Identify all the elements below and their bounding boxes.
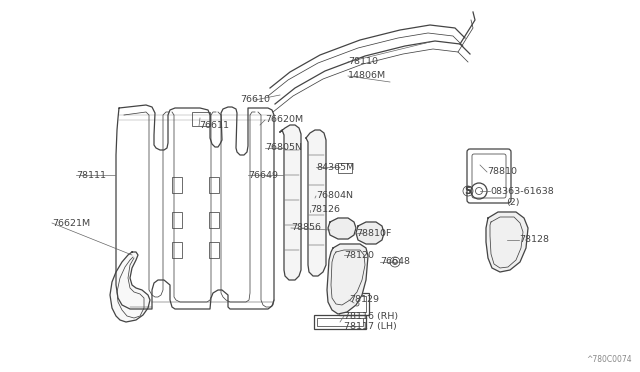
Text: 78810F: 78810F xyxy=(356,230,392,238)
Text: 76610: 76610 xyxy=(240,96,270,105)
Bar xyxy=(209,212,219,228)
Bar xyxy=(172,242,182,258)
Text: 14806M: 14806M xyxy=(348,71,386,80)
Bar xyxy=(192,112,210,126)
Text: 78126: 78126 xyxy=(310,205,340,215)
Bar xyxy=(172,212,182,228)
Text: S: S xyxy=(465,186,472,196)
Text: 08363-61638: 08363-61638 xyxy=(490,186,554,196)
Bar xyxy=(317,318,363,326)
Bar xyxy=(338,163,352,173)
Text: 78810: 78810 xyxy=(487,167,517,176)
Polygon shape xyxy=(110,252,150,322)
Text: 78856: 78856 xyxy=(291,224,321,232)
Text: 78128: 78128 xyxy=(519,235,549,244)
Text: 76620M: 76620M xyxy=(265,115,303,125)
Text: 78111: 78111 xyxy=(76,170,106,180)
Polygon shape xyxy=(356,222,384,244)
Text: 76611: 76611 xyxy=(199,122,229,131)
Text: 84365M: 84365M xyxy=(316,163,355,171)
Bar xyxy=(342,296,366,312)
Polygon shape xyxy=(306,130,326,276)
Text: (2): (2) xyxy=(506,198,520,206)
Bar xyxy=(209,242,219,258)
Bar xyxy=(314,315,366,329)
Bar xyxy=(209,177,219,193)
Text: ^780C0074: ^780C0074 xyxy=(586,355,632,364)
Text: 76649: 76649 xyxy=(248,170,278,180)
Polygon shape xyxy=(328,218,356,239)
Polygon shape xyxy=(486,212,528,272)
Text: 76805N: 76805N xyxy=(265,144,302,153)
Polygon shape xyxy=(280,125,301,280)
Text: 78110: 78110 xyxy=(348,58,378,67)
Bar xyxy=(172,177,182,193)
Text: S: S xyxy=(466,186,470,196)
Text: 78116 (RH): 78116 (RH) xyxy=(344,311,398,321)
Bar xyxy=(339,293,369,315)
Text: 76648: 76648 xyxy=(380,257,410,266)
Text: 78117 (LH): 78117 (LH) xyxy=(344,323,397,331)
Polygon shape xyxy=(327,244,368,314)
Text: 78129: 78129 xyxy=(349,295,379,305)
Text: 78120: 78120 xyxy=(344,250,374,260)
Text: 76804N: 76804N xyxy=(316,192,353,201)
Text: 76621M: 76621M xyxy=(52,218,90,228)
